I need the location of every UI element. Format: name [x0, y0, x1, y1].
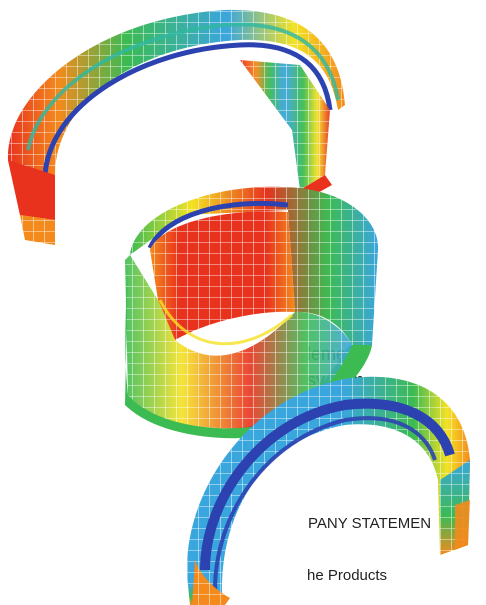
seal-cup-middle — [125, 186, 379, 439]
seal-ring-bottom — [187, 376, 471, 605]
text-fragment-company-statement: PANY STATEMEN — [308, 515, 432, 532]
text-fragment-products: he Products — [307, 567, 388, 584]
seal-ring-top — [7, 9, 346, 245]
